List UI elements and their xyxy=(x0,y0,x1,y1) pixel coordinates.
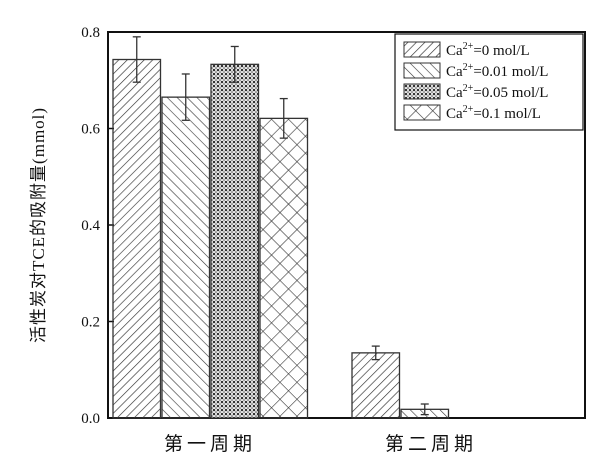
legend-label-rest: =0.1 mol/L xyxy=(473,106,541,122)
y-axis-label: 活性炭对TCE的吸附量(mmol) xyxy=(29,107,48,343)
legend-label: Ca2+=0.01 mol/L xyxy=(446,62,548,80)
y-tick-label: 0.0 xyxy=(81,411,100,427)
legend-label-base: Ca xyxy=(446,64,463,80)
bar xyxy=(112,58,162,419)
legend-label-rest: =0.05 mol/L xyxy=(473,85,548,101)
legend-label-rest: =0 mol/L xyxy=(473,43,529,59)
legend-label-superscript: 2+ xyxy=(463,83,474,94)
bar xyxy=(259,117,309,419)
bar xyxy=(351,352,401,419)
y-tick-label: 0.4 xyxy=(81,218,100,234)
y-tick-label: 0.2 xyxy=(81,315,100,331)
legend-label-rest: =0.01 mol/L xyxy=(473,64,548,80)
x-category-label: 第一周期 xyxy=(164,433,256,455)
legend-swatch xyxy=(403,62,441,79)
bar xyxy=(161,96,211,419)
legend-swatch xyxy=(403,41,441,58)
legend-label-superscript: 2+ xyxy=(463,41,474,52)
legend-swatch xyxy=(403,104,441,121)
y-tick-label: 0.6 xyxy=(81,122,100,138)
legend-label-base: Ca xyxy=(446,85,463,101)
legend-swatch xyxy=(403,83,441,100)
legend-label-base: Ca xyxy=(446,106,463,122)
legend-label-superscript: 2+ xyxy=(463,104,474,115)
bar xyxy=(210,63,260,419)
x-category-label: 第二周期 xyxy=(385,433,477,455)
legend-label: Ca2+=0.1 mol/L xyxy=(446,104,541,122)
legend-label: Ca2+=0 mol/L xyxy=(446,41,530,59)
y-tick-label: 0.8 xyxy=(81,25,100,41)
legend-label: Ca2+=0.05 mol/L xyxy=(446,83,548,101)
legend-label-base: Ca xyxy=(446,43,463,59)
legend-label-superscript: 2+ xyxy=(463,62,474,73)
